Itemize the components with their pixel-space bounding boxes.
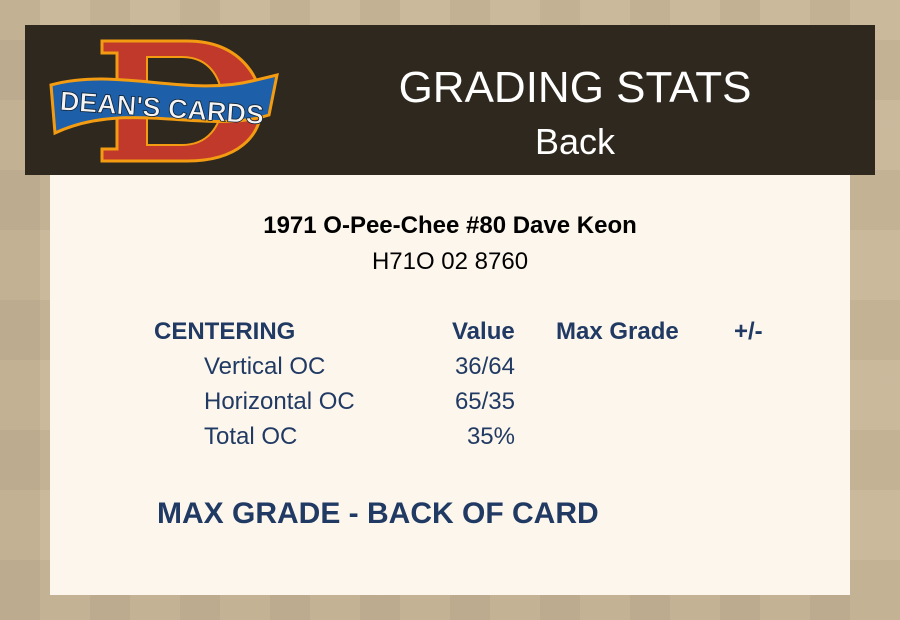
column-value: Value <box>452 318 515 345</box>
cert-number: H71O 02 8760 <box>371 248 529 275</box>
row-label: Vertical OC <box>204 353 326 380</box>
header-banner: DEAN'S CARDS GRADING STATS Back <box>25 25 875 175</box>
row-value: 35% <box>466 423 515 450</box>
row-label: Total OC <box>204 423 298 450</box>
page-title: GRADING STATS <box>398 63 752 112</box>
column-plus-minus: +/- <box>734 318 763 345</box>
card-name: 1971 O-Pee-Chee #80 Dave Keon <box>263 212 637 239</box>
deans-cards-logo: DEAN'S CARDS <box>49 39 279 163</box>
page-subtitle: Back <box>534 121 616 162</box>
max-grade-heading: MAX GRADE - BACK OF CARD <box>157 497 599 530</box>
row-label: Horizontal OC <box>204 388 355 415</box>
column-max-grade: Max Grade <box>556 318 679 345</box>
row-value: 65/35 <box>454 388 515 415</box>
section-centering: CENTERING <box>154 318 296 345</box>
stats-panel: 1971 O-Pee-Chee #80 Dave Keon H71O 02 87… <box>50 175 850 595</box>
row-value: 36/64 <box>454 353 515 380</box>
